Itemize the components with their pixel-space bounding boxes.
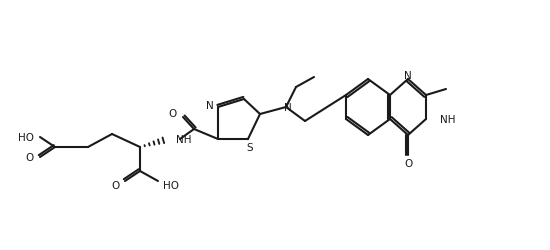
Text: N: N [206, 100, 214, 110]
Text: N: N [404, 71, 412, 81]
Text: O: O [169, 108, 177, 118]
Text: O: O [112, 180, 120, 190]
Text: S: S [247, 142, 254, 152]
Text: O: O [26, 152, 34, 162]
Text: NH: NH [440, 114, 455, 124]
Text: HO: HO [18, 132, 34, 142]
Text: O: O [404, 158, 412, 168]
Text: HO: HO [163, 180, 179, 190]
Text: N: N [284, 102, 292, 113]
Text: NH: NH [176, 134, 191, 144]
